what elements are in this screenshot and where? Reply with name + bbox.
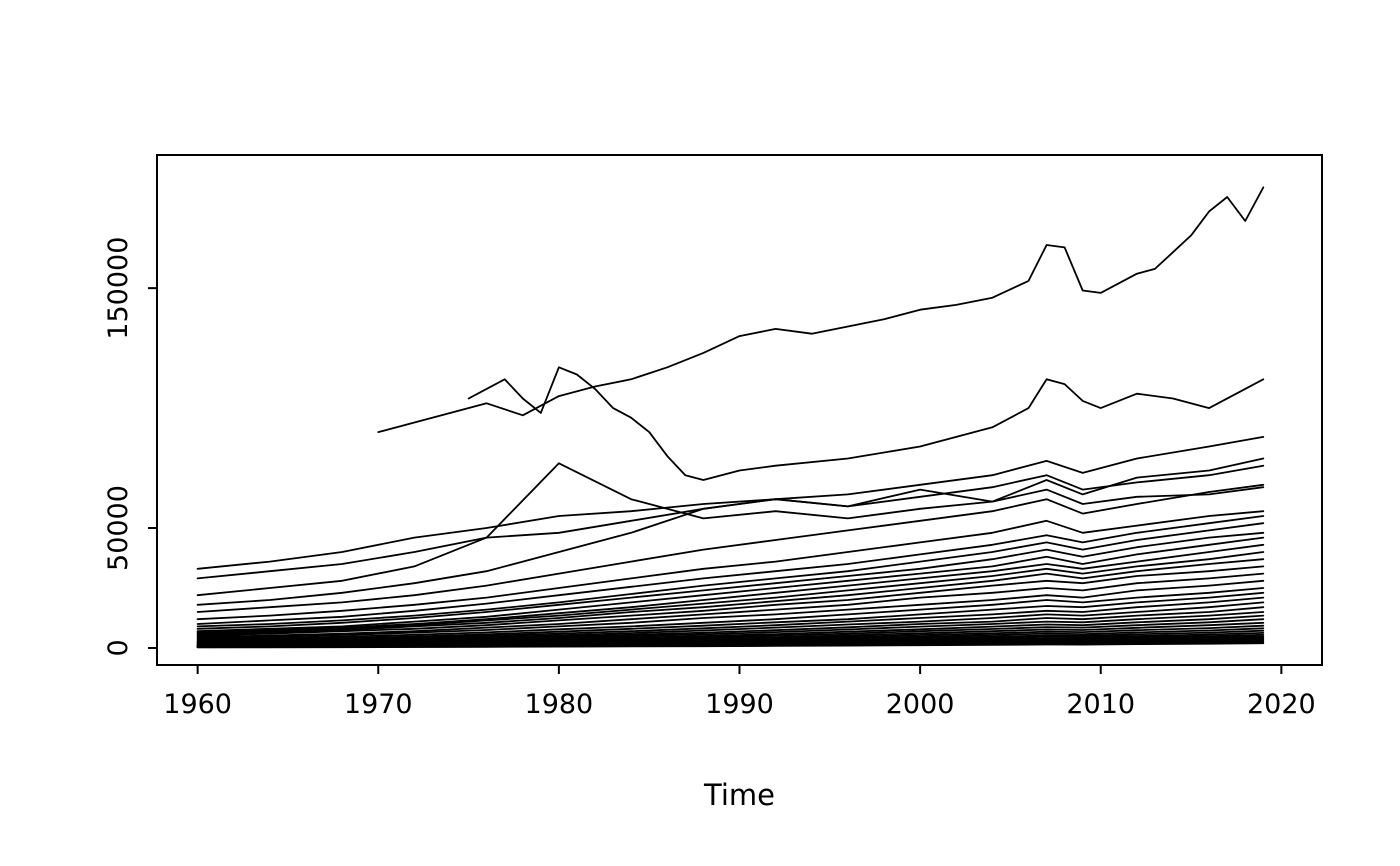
x-axis-title: Time	[703, 778, 775, 812]
series-line	[196, 572, 1265, 639]
series-line	[196, 587, 1265, 641]
x-tick-label: 2000	[886, 689, 955, 720]
series-line	[196, 522, 1265, 628]
series-line	[196, 591, 1265, 642]
series-line	[196, 462, 1265, 597]
x-tick-label: 2020	[1247, 689, 1316, 720]
series-line	[196, 565, 1265, 637]
y-tick-label: 0	[103, 639, 134, 656]
series-line	[196, 543, 1265, 634]
series-line	[377, 186, 1265, 434]
x-tick-label: 1960	[163, 689, 232, 720]
x-tick-label: 1970	[344, 689, 413, 720]
series-line	[196, 510, 1265, 621]
series-line	[196, 435, 1265, 570]
y-tick-label: 50000	[103, 485, 134, 571]
series-line	[196, 579, 1265, 640]
series-line	[196, 483, 1265, 613]
y-tick-label: 150000	[103, 237, 134, 340]
x-tick-label: 1990	[705, 689, 774, 720]
x-tick-label: 2010	[1066, 689, 1135, 720]
series-line	[196, 536, 1265, 633]
x-tick-label: 1980	[525, 689, 594, 720]
series-line	[467, 366, 1265, 481]
series-line	[196, 551, 1265, 635]
series-line	[196, 531, 1265, 630]
series-line	[196, 558, 1265, 636]
series-line	[196, 642, 1265, 649]
series-line	[196, 457, 1265, 606]
series-line	[196, 601, 1265, 644]
series-line	[196, 596, 1265, 643]
plot-border	[156, 154, 1323, 666]
series-line	[196, 515, 1265, 625]
series-line	[196, 464, 1265, 580]
